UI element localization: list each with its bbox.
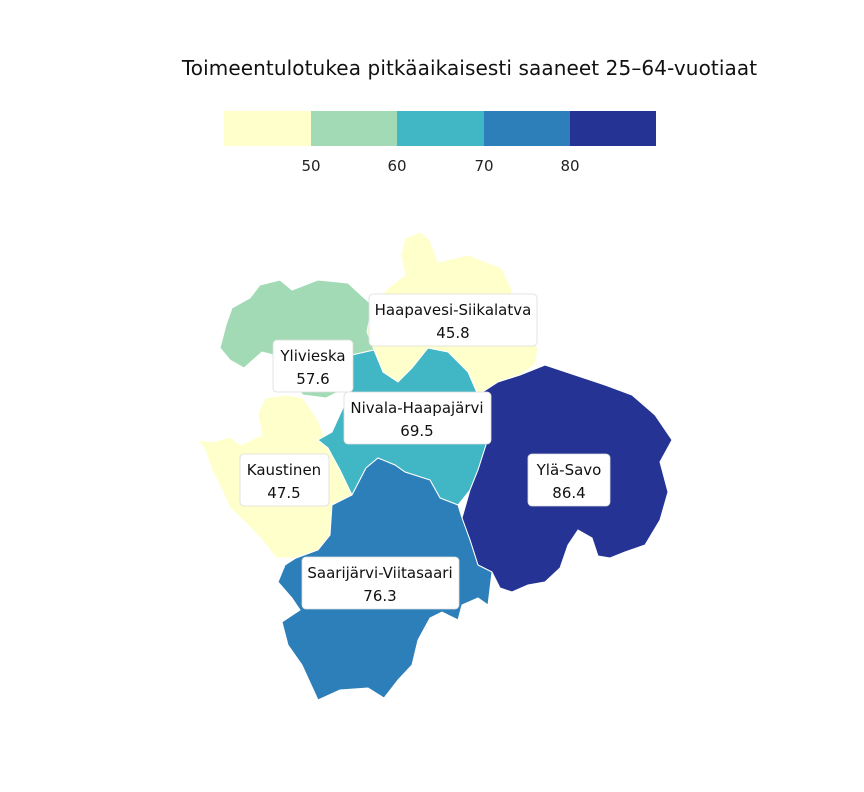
region-name: Ylivieska [279,347,345,365]
region-value: 76.3 [363,587,396,605]
color-legend: 50 60 70 80 [224,111,656,175]
label-haapavesi-siikalatva: Haapavesi-Siikalatva 45.8 [368,293,538,347]
label-saarijarvi-viitasaari: Saarijärvi-Viitasaari 76.3 [301,556,460,610]
label-yla-savo: Ylä-Savo 86.4 [527,453,611,507]
legend-tick-70: 70 [474,157,493,175]
region-name: Nivala-Haapajärvi [350,399,483,417]
region-name: Kaustinen [247,461,321,479]
region-name: Saarijärvi-Viitasaari [307,564,452,582]
region-value: 57.6 [296,370,329,388]
region-labels: Haapavesi-Siikalatva 45.8 Ylivieska 57.6… [239,293,611,610]
region-name: Ylä-Savo [536,461,602,479]
region-value: 86.4 [552,484,585,502]
legend-swatch-0 [224,111,311,146]
legend-swatch-3 [484,111,570,146]
legend-tick-60: 60 [387,157,406,175]
label-kaustinen: Kaustinen 47.5 [239,453,330,507]
region-value: 69.5 [400,422,433,440]
label-nivala-haapajarvi: Nivala-Haapajärvi 69.5 [343,391,492,445]
region-value: 45.8 [436,324,469,342]
region-name: Haapavesi-Siikalatva [375,301,532,319]
label-ylivieska: Ylivieska 57.6 [272,339,354,393]
region-value: 47.5 [267,484,300,502]
map-title: Toimeentulotukea pitkäaikaisesti saaneet… [181,56,758,80]
legend-tick-80: 80 [560,157,579,175]
legend-tick-50: 50 [301,157,320,175]
legend-swatch-4 [570,111,656,146]
legend-swatch-1 [311,111,397,146]
legend-swatch-2 [397,111,484,146]
